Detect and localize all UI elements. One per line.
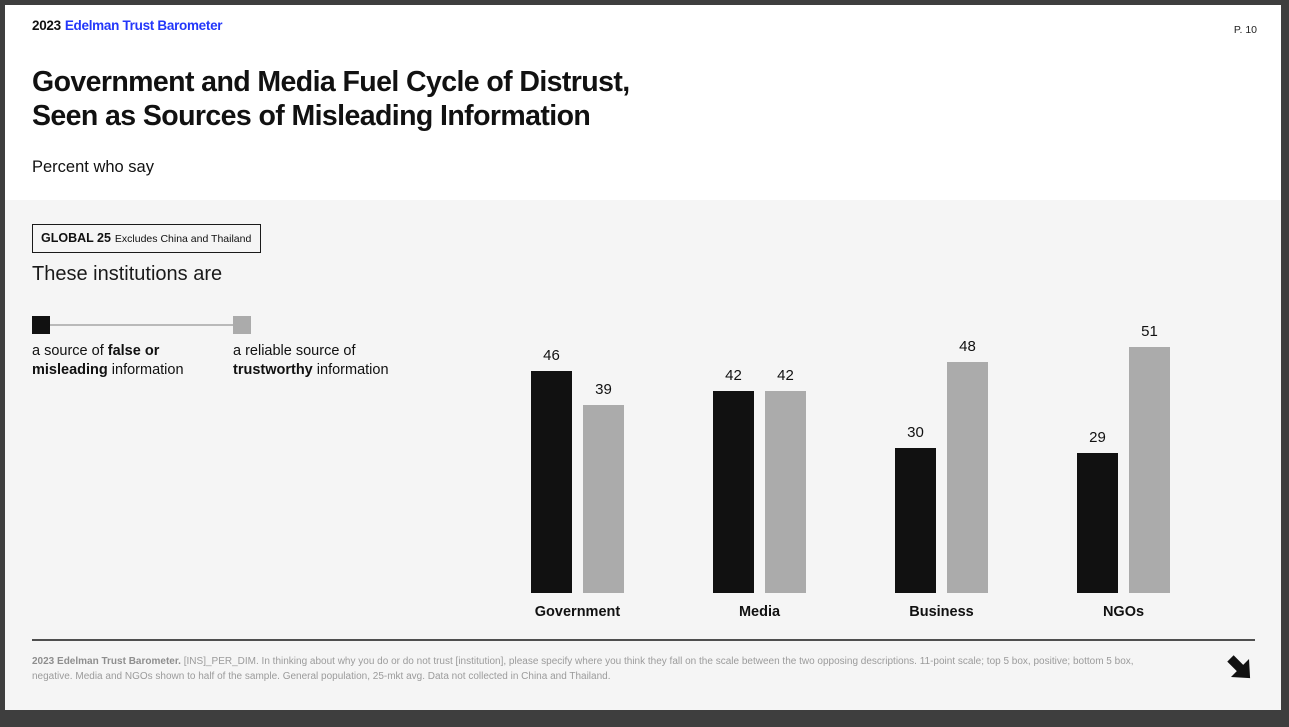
slide-title: Government and Media Fuel Cycle of Distr… <box>32 65 630 133</box>
bar-value-label: 51 <box>1141 323 1158 340</box>
bar-negative <box>713 391 754 593</box>
bar-negative <box>531 371 572 593</box>
brand-name: Edelman Trust Barometer <box>64 18 223 33</box>
next-slide-button[interactable] <box>1221 649 1259 687</box>
brand-year: 2023 <box>32 18 61 33</box>
legend-negative-label: a source of false or misleading informat… <box>32 342 228 380</box>
legend-positive-suffix: information <box>312 362 389 378</box>
category-label: Business <box>909 604 974 620</box>
category-label: Media <box>738 604 781 620</box>
bar-positive <box>765 391 806 593</box>
bar-value-label: 30 <box>907 424 924 441</box>
bar-pair: 30 48 <box>895 338 988 593</box>
global-badge-title: GLOBAL 25 <box>41 231 111 245</box>
bar-pair: 46 39 <box>531 347 624 593</box>
bar-column: 46 <box>531 347 572 593</box>
legend-positive-bold: trustworthy <box>233 362 313 378</box>
scale-right-square <box>233 316 251 334</box>
scale-line <box>50 324 233 326</box>
footnote-text: [INS]_PER_DIM. In thinking about why you… <box>32 656 1134 682</box>
bar-pair: 29 51 <box>1077 323 1170 593</box>
bar-pair: 42 42 <box>713 367 806 593</box>
footnote: 2023 Edelman Trust Barometer. [INS]_PER_… <box>32 655 1172 684</box>
bar-negative <box>895 448 936 593</box>
bar-column: 29 <box>1077 429 1118 593</box>
brand-logo: 2023 Edelman Trust Barometer <box>32 18 223 33</box>
header-band: 2023 Edelman Trust Barometer P. 10 Govern… <box>5 5 1281 200</box>
scale-left-square <box>32 316 50 334</box>
lead-in-text: These institutions are <box>32 263 223 285</box>
slide-title-line2: Seen as Sources of Misleading Informatio… <box>32 100 591 132</box>
bar-value-label: 42 <box>777 367 794 384</box>
opposing-scale <box>32 316 251 334</box>
bar-column: 42 <box>765 367 806 593</box>
bar-group-government: 46 39 Government <box>531 293 624 620</box>
category-label: Government <box>534 604 621 620</box>
bar-group-ngos: 29 51 NGOs <box>1077 293 1170 620</box>
bar-group-business: 30 48 Business <box>895 293 988 620</box>
bar-column: 42 <box>713 367 754 593</box>
bar-value-label: 29 <box>1089 429 1106 446</box>
legend-negative-suffix: information <box>107 362 184 378</box>
bar-positive <box>1129 347 1170 593</box>
category-label: NGOs <box>1102 604 1145 620</box>
bar-value-label: 42 <box>725 367 742 384</box>
bar-value-label: 39 <box>595 381 612 398</box>
slide-title-line1: Government and Media Fuel Cycle of Distr… <box>32 66 630 98</box>
slide: 2023 Edelman Trust Barometer P. 10 Govern… <box>5 5 1281 710</box>
footnote-source: 2023 Edelman Trust Barometer. <box>32 656 181 667</box>
global-badge-note: Excludes China and Thailand <box>114 233 252 245</box>
bar-column: 51 <box>1129 323 1170 593</box>
bar-value-label: 48 <box>959 338 976 355</box>
bar-column: 30 <box>895 424 936 593</box>
arrow-down-right-icon <box>1227 655 1251 679</box>
bar-positive <box>583 405 624 593</box>
bar-positive <box>947 362 988 593</box>
global-scope-badge: GLOBAL 25 Excludes China and Thailand <box>32 224 262 253</box>
bar-chart: 46 39 Government 42 42 Media 30 48 Business 29 51 N… <box>531 293 1170 620</box>
legend-positive-label: a reliable source of trustworthy informa… <box>233 342 429 380</box>
legend-positive-prefix: a reliable source of <box>233 343 356 359</box>
legend-negative-bold: false or misleading <box>32 343 160 378</box>
bar-column: 48 <box>947 338 988 593</box>
slide-subtitle: Percent who say <box>32 158 154 176</box>
bar-negative <box>1077 453 1118 593</box>
page-number: P. 10 <box>1233 24 1257 36</box>
bar-column: 39 <box>583 381 624 593</box>
bar-value-label: 46 <box>543 347 560 364</box>
footer-divider <box>32 639 1255 641</box>
bar-group-media: 42 42 Media <box>713 293 806 620</box>
legend-negative-prefix: a source of <box>32 343 108 359</box>
